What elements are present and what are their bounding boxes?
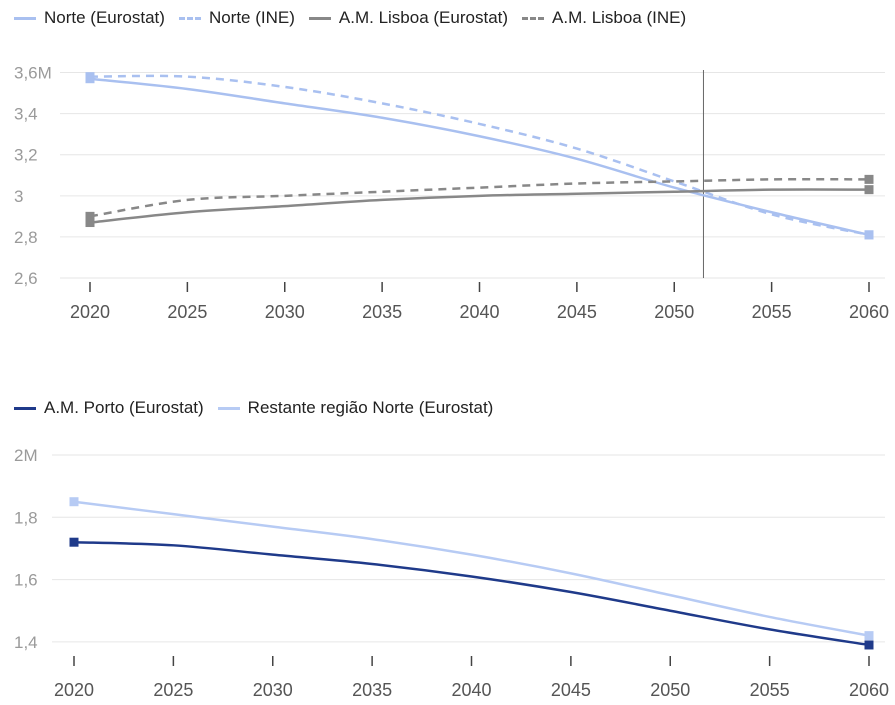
legend-item-lisboa-ine[interactable]: A.M. Lisboa (INE)	[522, 8, 686, 28]
y-tick-label: 1,8	[14, 508, 38, 527]
series-start-marker	[85, 211, 95, 221]
x-tick-label: 2040	[459, 302, 499, 322]
y-tick-label: 3	[14, 187, 23, 206]
chart-bottom: A.M. Porto (Eurostat) Restante região No…	[0, 390, 895, 700]
x-tick-label: 2055	[752, 302, 792, 322]
x-tick-label: 2030	[253, 680, 293, 700]
series-end-marker	[864, 631, 874, 641]
x-tick-label: 2020	[54, 680, 94, 700]
x-tick-label: 2060	[849, 680, 889, 700]
x-tick-label: 2020	[70, 302, 110, 322]
line-chart-top: 2,6 2,8 3 3,2 3,4 3,6M 2020 2025 2030 2035 2040 204…	[14, 64, 889, 322]
x-tick-label: 2055	[750, 680, 790, 700]
legend-swatch	[14, 406, 36, 410]
series-start-marker	[85, 218, 95, 228]
legend-label: Restante região Norte (Eurostat)	[247, 398, 494, 417]
legend-swatch	[14, 16, 36, 20]
series-end-marker	[864, 185, 874, 195]
series-line	[89, 188, 870, 224]
x-tick-label: 2045	[551, 680, 591, 700]
line-chart-bottom: 1,4 1,6 1,8 2M 2020 2025 2030 2035 2040 2045 2050 2…	[14, 446, 889, 700]
legend-item-norte-ine[interactable]: Norte (INE)	[178, 8, 295, 28]
x-tick-label: 2025	[153, 680, 193, 700]
legend-label: A.M. Porto (Eurostat)	[44, 398, 204, 417]
x-tick-label: 2025	[167, 302, 207, 322]
y-tick-label: 1,6	[14, 571, 38, 590]
legend-label: Norte (Eurostat)	[44, 8, 165, 27]
legend-swatch	[308, 16, 331, 20]
y-tick-label: 3,6M	[14, 64, 52, 83]
legend-label: A.M. Lisboa (INE)	[552, 8, 687, 27]
series-line	[89, 177, 870, 218]
x-tick-label: 2035	[362, 302, 402, 322]
legend-top: Norte (Eurostat) Norte (INE) A.M. Lisboa…	[14, 8, 686, 28]
legend-swatch	[522, 16, 545, 20]
x-tick-label: 2040	[451, 680, 491, 700]
y-tick-label: 3,2	[14, 146, 38, 165]
x-tick-label: 2050	[654, 302, 694, 322]
legend-swatch	[178, 16, 201, 20]
series-line	[89, 74, 870, 237]
legend-label: A.M. Lisboa (Eurostat)	[338, 8, 509, 27]
series-start-marker	[85, 72, 95, 82]
legend-bottom: A.M. Porto (Eurostat) Restante região No…	[14, 398, 493, 418]
y-tick-label: 2,6	[14, 269, 38, 288]
x-tick-label: 2030	[265, 302, 305, 322]
series-end-marker	[864, 174, 874, 184]
series-start-marker	[69, 537, 79, 547]
series-start-marker	[69, 497, 79, 507]
series-end-marker	[864, 640, 874, 650]
series-line	[73, 500, 870, 637]
legend-swatch	[217, 406, 240, 410]
y-tick-label: 2,8	[14, 228, 38, 247]
legend-item-restante-norte[interactable]: Restante região Norte (Eurostat)	[217, 398, 494, 418]
chart-top: Norte (Eurostat) Norte (INE) A.M. Lisboa…	[0, 0, 895, 330]
legend-item-lisboa-eurostat[interactable]: A.M. Lisboa (Eurostat)	[308, 8, 509, 28]
series-line	[89, 77, 870, 237]
x-tick-label: 2045	[557, 302, 597, 322]
series-end-marker	[864, 230, 874, 240]
y-tick-label: 1,4	[14, 633, 38, 652]
y-tick-label: 3,4	[14, 105, 38, 124]
legend-label: Norte (INE)	[208, 8, 295, 27]
series-line	[73, 540, 870, 647]
x-tick-label: 2050	[650, 680, 690, 700]
x-tick-label: 2060	[849, 302, 889, 322]
legend-item-porto-eurostat[interactable]: A.M. Porto (Eurostat)	[14, 398, 204, 418]
y-tick-label: 2M	[14, 446, 38, 465]
legend-item-norte-eurostat[interactable]: Norte (Eurostat)	[14, 8, 165, 28]
x-tick-label: 2035	[352, 680, 392, 700]
